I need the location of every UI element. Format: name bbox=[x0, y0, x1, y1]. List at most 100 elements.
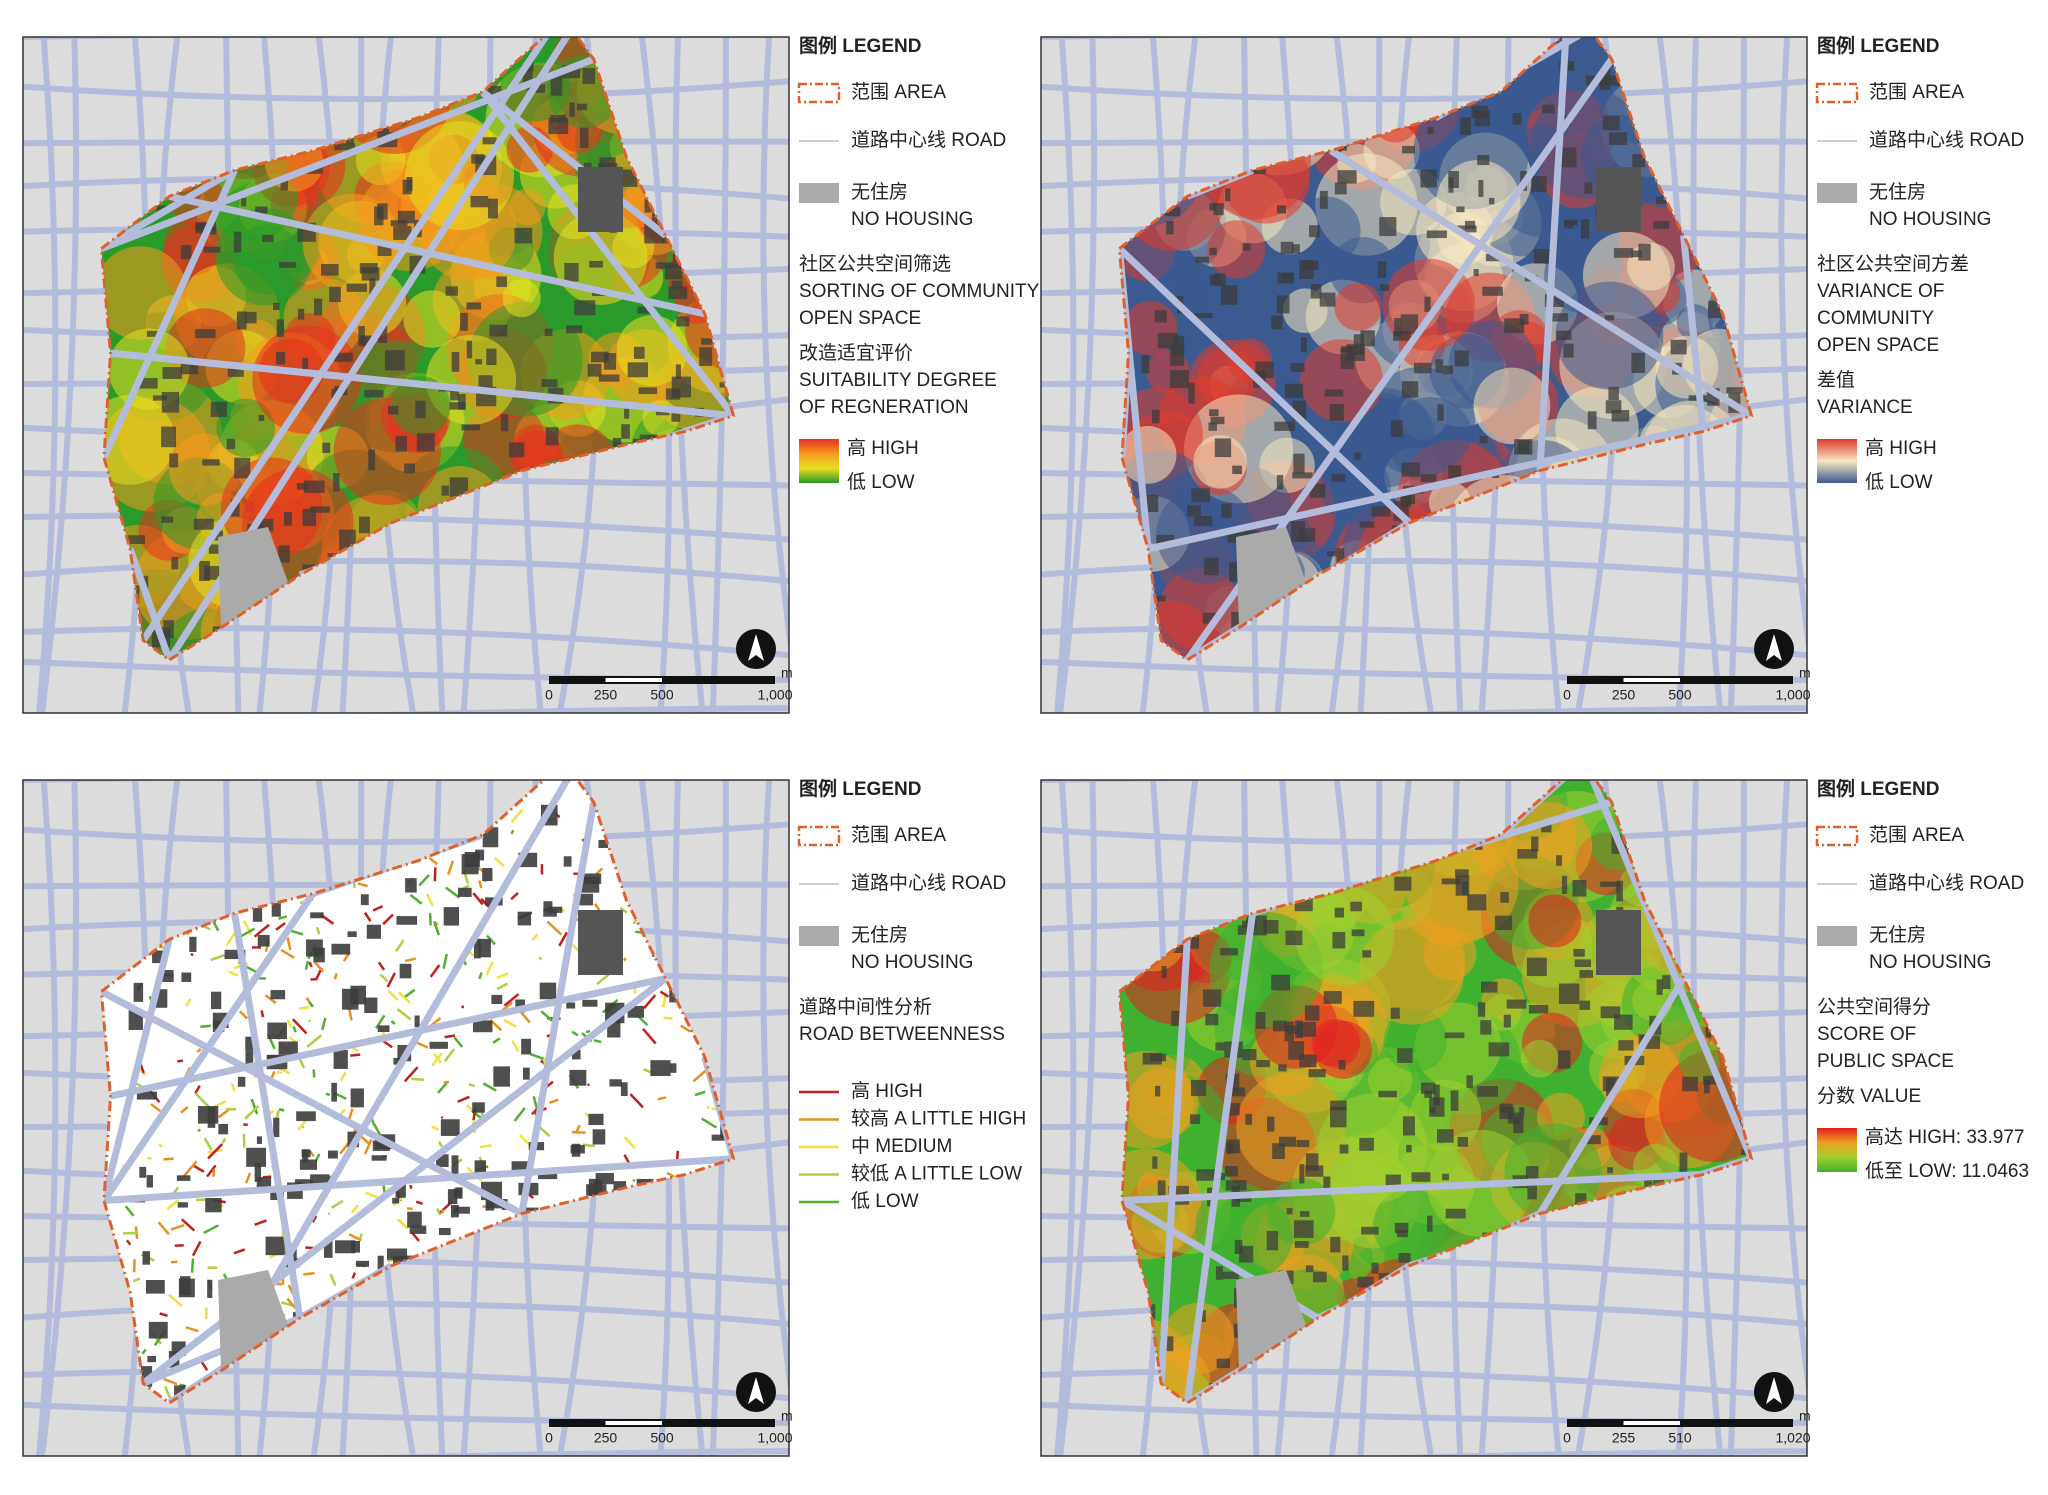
betweenness-segment bbox=[327, 1212, 331, 1215]
betweenness-segment bbox=[477, 866, 484, 873]
scale-label: 255 bbox=[1612, 1430, 1636, 1446]
inner-road bbox=[140, 37, 551, 643]
legend-low: 低 LOW bbox=[847, 471, 915, 493]
betweenness-segment bbox=[510, 892, 519, 901]
legend-high: 高达 HIGH: 33.977 bbox=[1865, 1126, 2024, 1148]
building bbox=[1190, 1114, 1201, 1124]
building bbox=[1703, 1075, 1721, 1085]
no-housing-block bbox=[578, 167, 623, 232]
building bbox=[1359, 521, 1375, 528]
building bbox=[1209, 203, 1216, 211]
betweenness-segment bbox=[531, 933, 539, 941]
building bbox=[1437, 1129, 1454, 1143]
legend-heading: 社区公共空间筛选 bbox=[799, 253, 951, 275]
building bbox=[1304, 1005, 1320, 1021]
building bbox=[334, 352, 353, 362]
building bbox=[1279, 1136, 1297, 1147]
building bbox=[1433, 1084, 1440, 1106]
building bbox=[637, 306, 650, 314]
betweenness-segment bbox=[409, 893, 423, 905]
building bbox=[458, 394, 466, 410]
building bbox=[1272, 1020, 1287, 1032]
betweenness-segment bbox=[492, 1037, 501, 1044]
building bbox=[369, 278, 376, 296]
building bbox=[1222, 1271, 1240, 1280]
building bbox=[588, 1113, 604, 1126]
building bbox=[1656, 979, 1663, 995]
building bbox=[475, 359, 483, 365]
building bbox=[299, 1159, 317, 1170]
building bbox=[1310, 284, 1322, 299]
scale-bar-segment bbox=[1623, 678, 1680, 682]
building bbox=[1213, 203, 1224, 216]
building bbox=[449, 402, 466, 410]
building bbox=[651, 212, 662, 225]
road bbox=[36, 37, 59, 713]
building bbox=[517, 911, 532, 926]
area-symbol bbox=[1815, 82, 1859, 104]
building bbox=[478, 375, 493, 388]
area-symbol bbox=[1815, 825, 1859, 847]
building bbox=[189, 936, 197, 952]
building bbox=[227, 366, 244, 377]
building bbox=[624, 408, 630, 419]
building bbox=[1574, 959, 1591, 967]
betweenness-segment bbox=[228, 970, 239, 977]
heat-blob bbox=[1314, 1020, 1372, 1079]
building bbox=[1474, 110, 1491, 127]
building bbox=[1161, 966, 1167, 979]
legend-area: 范围 AREA bbox=[851, 81, 946, 103]
building bbox=[1285, 930, 1303, 946]
betweenness-segment bbox=[292, 1018, 308, 1035]
betweenness-segment bbox=[164, 1385, 172, 1399]
legend-subheading: 分数 VALUE bbox=[1817, 1085, 1921, 1107]
building bbox=[1587, 1135, 1601, 1145]
building bbox=[1460, 117, 1471, 135]
building bbox=[1429, 1107, 1436, 1114]
building bbox=[592, 1129, 606, 1145]
road bbox=[792, 770, 831, 1466]
building bbox=[1611, 410, 1630, 422]
building bbox=[203, 246, 221, 253]
building bbox=[1670, 339, 1687, 355]
inner-road bbox=[1329, 147, 1752, 419]
building bbox=[1411, 1172, 1431, 1182]
betweenness-segment bbox=[444, 1034, 456, 1039]
building bbox=[1443, 365, 1453, 375]
building bbox=[1420, 1082, 1436, 1094]
betweenness-segment bbox=[329, 1273, 337, 1287]
building bbox=[1337, 170, 1357, 184]
building bbox=[701, 338, 717, 345]
building bbox=[161, 426, 177, 448]
building bbox=[1400, 493, 1416, 505]
building bbox=[1393, 331, 1411, 341]
betweenness-segment bbox=[396, 1218, 409, 1230]
betweenness-segment bbox=[185, 1326, 199, 1333]
building bbox=[273, 1117, 280, 1138]
betweenness-segment bbox=[485, 934, 496, 946]
building bbox=[1227, 1087, 1246, 1097]
betweenness-segment bbox=[496, 982, 509, 991]
building bbox=[1533, 248, 1553, 264]
betweenness-segment bbox=[659, 990, 670, 998]
building bbox=[366, 924, 382, 939]
building bbox=[569, 102, 575, 118]
building bbox=[1208, 422, 1217, 431]
betweenness-segment bbox=[141, 1348, 147, 1355]
betweenness-segment bbox=[428, 856, 439, 866]
betweenness-segment bbox=[478, 972, 483, 980]
building bbox=[323, 1240, 333, 1258]
building bbox=[589, 260, 603, 268]
area-boundary bbox=[1117, 780, 1754, 1405]
no-housing-symbol bbox=[1817, 926, 1857, 946]
betweenness-segment bbox=[170, 1260, 178, 1264]
map-panel: 0 250 500 1,000 m 图例 LEGEND 范围 AREA 道路中心线 ROAD 无… bbox=[22, 34, 1040, 714]
building bbox=[609, 1079, 622, 1087]
betweenness-segment bbox=[244, 1172, 252, 1184]
building bbox=[296, 483, 308, 490]
building bbox=[197, 1106, 219, 1124]
building bbox=[356, 1260, 370, 1267]
building bbox=[387, 405, 399, 415]
building bbox=[1462, 881, 1469, 895]
